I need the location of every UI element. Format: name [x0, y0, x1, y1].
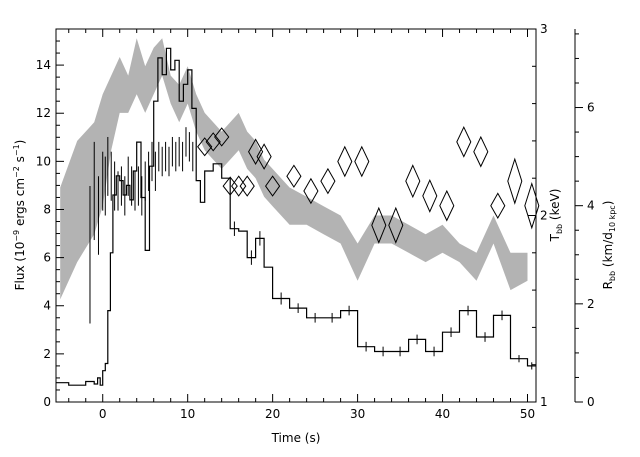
flux-label-sup: −1 [12, 144, 21, 156]
x-tick-label: 30 [350, 407, 365, 421]
flux-errorbar-layer [233, 221, 533, 370]
radius-diamond [303, 177, 319, 205]
radius-diamond [524, 181, 540, 230]
radius-diamond [388, 206, 404, 244]
kt-band-layer [60, 38, 528, 300]
kt-axis-ticks: 1 2 3 [528, 22, 548, 409]
flux-axis-ticks: 0 2 4 6 8 10 12 14 [36, 40, 64, 409]
radius-tick-label: 6 [587, 101, 595, 115]
radius-errorbar-layer [89, 127, 194, 324]
flux-tick-label: 10 [36, 154, 51, 168]
radius-tick-label: 0 [587, 395, 595, 409]
radius-diamond [231, 175, 247, 197]
radius-label-sub: bb [608, 271, 617, 281]
radius-label-sub: 10 kpc [608, 205, 617, 232]
kt-label-part: (keV) [548, 189, 562, 224]
radius-tick-label: 4 [587, 199, 595, 213]
radius-label-part: ) [601, 201, 615, 206]
flux-tick-label: 2 [43, 347, 51, 361]
radius-axis-ticks: 0 2 4 6 [575, 33, 595, 409]
radius-diamond [371, 206, 387, 244]
radius-diamond [256, 143, 272, 170]
x-tick-label: 0 [99, 407, 107, 421]
radius-diamond [320, 167, 336, 195]
kt-tick-label: 3 [540, 22, 548, 36]
x-axis-ticks: 0 10 20 30 40 50 [68, 29, 535, 421]
flux-label-part: ergs cm [13, 178, 27, 230]
flux-label-part: s [13, 156, 27, 166]
x-tick-label: 10 [180, 407, 195, 421]
flux-tick-label: 4 [43, 299, 51, 313]
radius-diamond [197, 137, 213, 157]
radius-diamond [439, 189, 455, 222]
radius-diamond [456, 126, 472, 158]
radius-diamond [422, 178, 438, 213]
radius-diamond [405, 164, 421, 199]
radius-diamond [473, 135, 489, 168]
flux-tick-label: 14 [36, 58, 51, 72]
radius-diamond [507, 157, 523, 205]
flux-label-part: ) [13, 140, 27, 145]
flux-histogram [56, 47, 536, 386]
x-tick-label: 50 [520, 407, 535, 421]
flux-label-sup: −9 [12, 230, 21, 242]
kt-label-part: T [548, 233, 562, 242]
radius-label-part: (km/d [601, 232, 615, 271]
radius-diamond [354, 145, 370, 178]
radius-axis-label: Rbb (km/d10 kpc) [601, 201, 617, 290]
radius-diamond-layer [197, 126, 540, 244]
flux-axis-label: Flux (10−9 ergs cm−2 s−1) [12, 140, 27, 291]
radius-diamond [286, 164, 302, 188]
radius-diamond [214, 127, 230, 147]
kt-band [60, 38, 528, 300]
flux-label-sup: −2 [12, 166, 21, 178]
radius-diamond [248, 138, 264, 166]
radius-diamond [222, 176, 238, 196]
flux-tick-label: 12 [36, 106, 51, 120]
kt-tick-label: 1 [540, 395, 548, 409]
x-tick-label: 40 [435, 407, 450, 421]
radius-diamond [239, 175, 255, 197]
radius-diamond [337, 145, 353, 178]
kt-axis-label: Tbb (keV) [548, 189, 564, 243]
radius-diamond [490, 192, 506, 220]
flux-tick-label: 0 [43, 395, 51, 409]
radius-label-part: R [601, 281, 615, 289]
radius-diamond [264, 175, 281, 197]
radius-tick-label: 2 [587, 297, 595, 311]
kt-label-sub: bb [555, 224, 564, 234]
radius-diamond [205, 132, 221, 152]
kt-tick-label: 2 [540, 209, 548, 223]
x-tick-label: 20 [265, 407, 280, 421]
flux-histogram-layer [56, 47, 536, 386]
flux-label-part: Flux (10 [13, 242, 27, 291]
flux-tick-label: 6 [43, 251, 51, 265]
x-axis-label: Time (s) [271, 431, 321, 445]
flux-tick-label: 8 [43, 202, 51, 216]
